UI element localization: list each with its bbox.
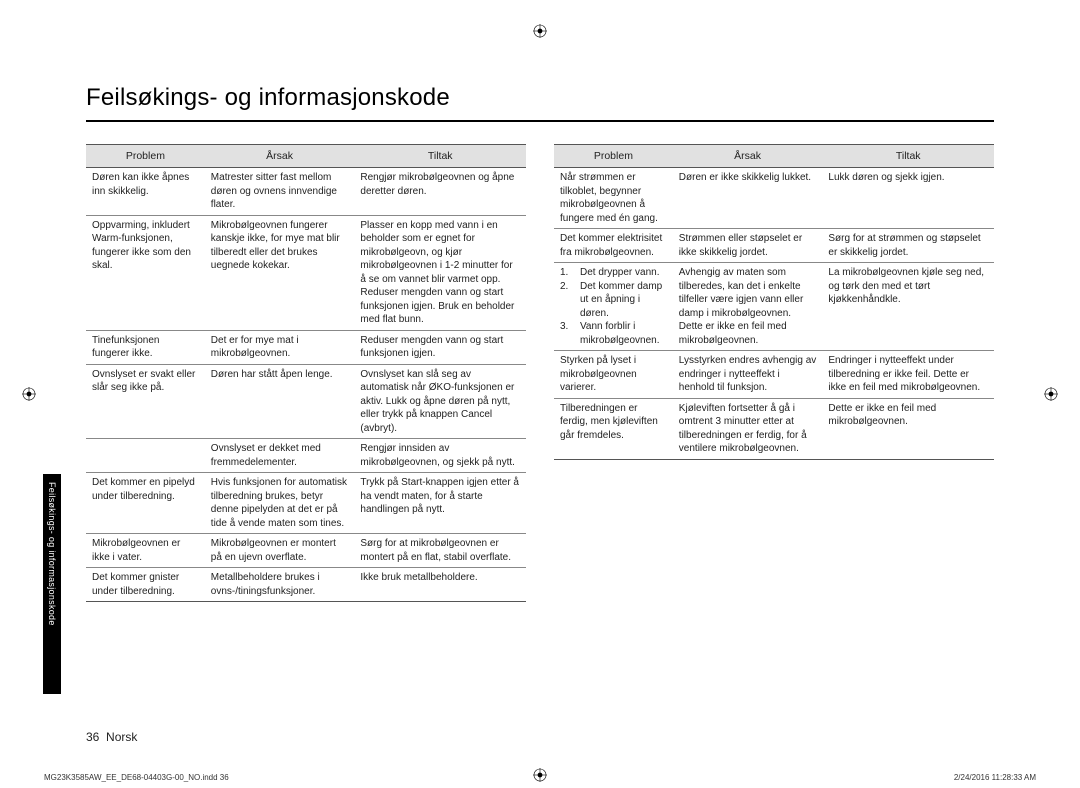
cell-cause: Mikrobølgeovnen er montert på en ujevn o… (205, 534, 355, 568)
th-action: Tiltak (822, 145, 994, 168)
th-problem: Problem (86, 145, 205, 168)
print-footer: MG23K3585AW_EE_DE68-04403G-00_NO.indd 36… (44, 773, 1036, 782)
table-row: Tinefunksjonen fungerer ikke.Det er for … (86, 330, 526, 364)
cell-problem: Det kommer en pipelyd under tilberedning… (86, 473, 205, 534)
troubleshooting-table-2: Problem Årsak Tiltak Når strømmen er til… (554, 144, 994, 460)
cell-cause: Lysstyrken endres avhengig av endringer … (673, 351, 823, 399)
cell-problem: Styrken på lyset i mikrobølgeovnen varie… (554, 351, 673, 399)
th-cause: Årsak (673, 145, 823, 168)
table-row: Det kommer gnister under tilberedning.Me… (86, 568, 526, 602)
cell-cause: Metallbeholdere brukes i ovns-/tiningsfu… (205, 568, 355, 602)
cell-action: Rengjør mikrobølgeovnen og åpne deretter… (354, 168, 526, 216)
registration-mark-icon (1044, 387, 1058, 401)
side-tab-label: Feilsøkings- og informasjonskode (43, 474, 61, 694)
column-left: Problem Årsak Tiltak Døren kan ikke åpne… (86, 144, 526, 602)
cell-problem: Oppvarming, inkludert Warm-funksjonen, f… (86, 215, 205, 330)
registration-mark-icon (533, 24, 547, 38)
page-title: Feilsøkings- og informasjonskode (86, 84, 994, 122)
table-row: Mikrobølgeovnen er ikke i vater.Mikrobøl… (86, 534, 526, 568)
page-content: Feilsøkings- og informasjonskode Problem… (86, 84, 994, 602)
table-row: Det kommer elektrisitet fra mikrobølgeov… (554, 229, 994, 263)
cell-cause: Kjøleviften fortsetter å gå i omtrent 3 … (673, 398, 823, 459)
page-number-footer: 36 Norsk (86, 730, 137, 744)
cell-cause: Strømmen eller støpselet er ikke skikkel… (673, 229, 823, 263)
print-filename: MG23K3585AW_EE_DE68-04403G-00_NO.indd 36 (44, 773, 229, 782)
cell-problem: Ovnslyset er svakt eller slår seg ikke p… (86, 364, 205, 439)
cell-problem: 1.Det drypper vann.2.Det kommer damp ut … (554, 263, 673, 351)
cell-action: Ovnslyset kan slå seg av automatisk når … (354, 364, 526, 439)
cell-problem: Det kommer gnister under tilberedning. (86, 568, 205, 602)
cell-cause: Døren er ikke skikkelig lukket. (673, 168, 823, 229)
table-row: Ovnslyset er svakt eller slår seg ikke p… (86, 364, 526, 439)
cell-problem: Når strømmen er tilkoblet, begynner mikr… (554, 168, 673, 229)
cell-action: Endringer i nytteeffekt under tilberedni… (822, 351, 994, 399)
registration-mark-icon (22, 387, 36, 401)
cell-action: Reduser mengden vann og start funksjonen… (354, 330, 526, 364)
cell-action: Lukk døren og sjekk igjen. (822, 168, 994, 229)
cell-action: Sørg for at mikrobølgeovnen er montert p… (354, 534, 526, 568)
cell-cause: Ovnslyset er dekket med fremmedelementer… (205, 439, 355, 473)
page-number: 36 (86, 730, 99, 744)
cell-action: Sørg for at strømmen og støpselet er ski… (822, 229, 994, 263)
th-problem: Problem (554, 145, 673, 168)
print-timestamp: 2/24/2016 11:28:33 AM (954, 773, 1036, 782)
cell-action: Plasser en kopp med vann i en beholder s… (354, 215, 526, 330)
cell-problem: Døren kan ikke åpnes inn skikkelig. (86, 168, 205, 216)
columns-wrapper: Problem Årsak Tiltak Døren kan ikke åpne… (86, 144, 994, 602)
side-tab: Feilsøkings- og informasjonskode (43, 474, 61, 694)
table-row: Tilberedningen er ferdig, men kjølevifte… (554, 398, 994, 459)
table-row: Styrken på lyset i mikrobølgeovnen varie… (554, 351, 994, 399)
cell-cause: Avhengig av maten som tilberedes, kan de… (673, 263, 823, 351)
table-row: Når strømmen er tilkoblet, begynner mikr… (554, 168, 994, 229)
cell-cause: Matrester sitter fast mellom døren og ov… (205, 168, 355, 216)
table-row: 1.Det drypper vann.2.Det kommer damp ut … (554, 263, 994, 351)
page-lang: Norsk (106, 730, 137, 744)
th-cause: Årsak (205, 145, 355, 168)
cell-problem: Tilberedningen er ferdig, men kjølevifte… (554, 398, 673, 459)
cell-problem: Mikrobølgeovnen er ikke i vater. (86, 534, 205, 568)
table-row: Det kommer en pipelyd under tilberedning… (86, 473, 526, 534)
cell-action: Rengjør innsiden av mikrobølgeovnen, og … (354, 439, 526, 473)
cell-problem: Det kommer elektrisitet fra mikrobølgeov… (554, 229, 673, 263)
cell-action: Ikke bruk metallbeholdere. (354, 568, 526, 602)
cell-action: Trykk på Start-knappen igjen etter å ha … (354, 473, 526, 534)
troubleshooting-table-1: Problem Årsak Tiltak Døren kan ikke åpne… (86, 144, 526, 602)
cell-cause: Hvis funksjonen for automatisk tilberedn… (205, 473, 355, 534)
cell-action: Dette er ikke en feil med mikrobølgeovne… (822, 398, 994, 459)
cell-cause: Døren har stått åpen lenge. (205, 364, 355, 439)
table-row: Døren kan ikke åpnes inn skikkelig.Matre… (86, 168, 526, 216)
th-action: Tiltak (354, 145, 526, 168)
cell-action: La mikrobølgeovnen kjøle seg ned, og tør… (822, 263, 994, 351)
column-right: Problem Årsak Tiltak Når strømmen er til… (554, 144, 994, 602)
cell-cause: Mikrobølgeovnen fungerer kanskje ikke, f… (205, 215, 355, 330)
cell-cause: Det er for mye mat i mikrobølgeovnen. (205, 330, 355, 364)
cell-problem (86, 439, 205, 473)
cell-problem: Tinefunksjonen fungerer ikke. (86, 330, 205, 364)
table-row: Ovnslyset er dekket med fremmedelementer… (86, 439, 526, 473)
table-row: Oppvarming, inkludert Warm-funksjonen, f… (86, 215, 526, 330)
